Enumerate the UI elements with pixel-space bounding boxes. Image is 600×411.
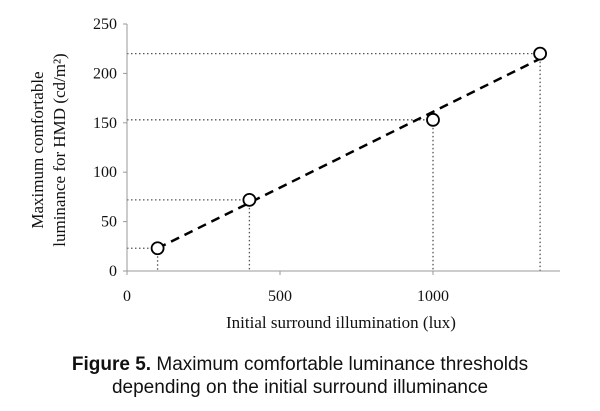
y-ticks: 0 50 100 150 200 250 [93,16,127,280]
x-ticks: 0 500 1000 [123,271,449,305]
y-tick-label: 100 [93,164,117,181]
y-tick-label: 200 [93,65,117,82]
y-axis-label-line2: luminance for HMD (cd/m²) [50,53,69,246]
y-tick-label: 250 [93,16,117,33]
y-tick-label: 150 [93,115,117,132]
chart: 0 50 100 150 200 250 0 500 1000 Initial surroun… [28,16,560,332]
caption-figure-label: Figure 5. [71,354,152,375]
y-tick-label: 50 [101,214,117,231]
trend-line [157,57,541,250]
guide-lines [127,52,541,271]
y-axis-label-line1: Maximum comfortable [28,71,47,228]
caption-line1: Figure 5. Maximum comfortable luminance … [0,353,600,376]
x-tick-label: 0 [123,288,131,305]
figure-caption: Figure 5. Maximum comfortable luminance … [0,353,600,399]
data-point-marker [242,192,257,207]
x-axis-label: Initial surround illumination (lux) [226,313,456,332]
y-tick-label: 0 [109,263,117,280]
data-point-marker [150,241,165,256]
caption-line2: depending on the initial surround illumi… [111,377,489,398]
data-point-marker [533,46,547,61]
x-tick-label: 1000 [417,288,449,305]
x-tick-label: 500 [268,288,292,305]
data-points [150,46,547,256]
data-point-marker [426,112,440,127]
caption-text-1: Maximum comfortable luminance thresholds [151,354,529,375]
